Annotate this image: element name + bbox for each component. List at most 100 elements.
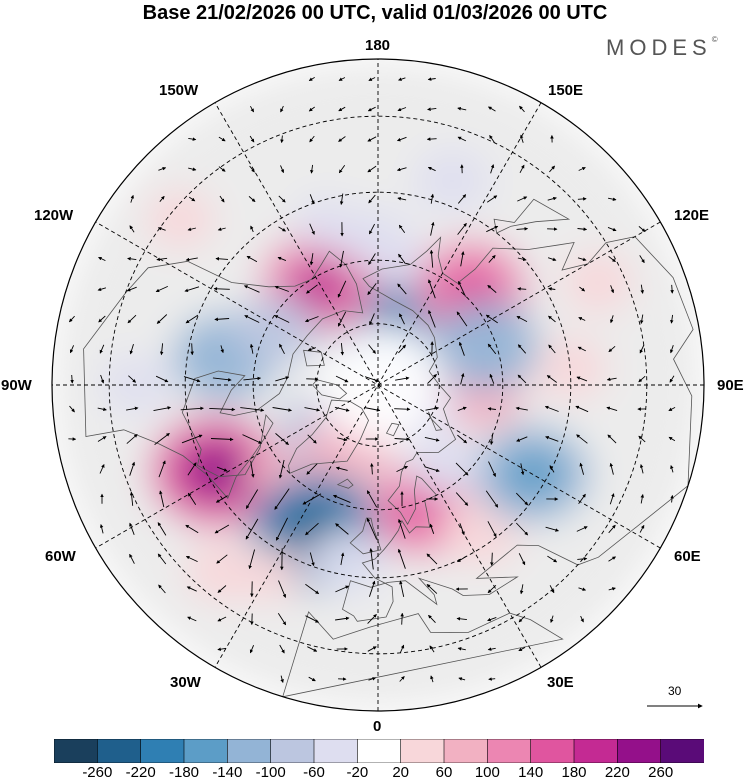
wind-arrow bbox=[396, 167, 407, 172]
wind-arrow bbox=[428, 309, 436, 328]
anomaly-blob bbox=[293, 196, 358, 252]
wind-arrow bbox=[250, 105, 254, 113]
wind-arrow bbox=[576, 434, 588, 444]
wind-arrow bbox=[340, 343, 345, 356]
wind-arrow bbox=[368, 344, 376, 354]
wind-arrow bbox=[457, 194, 467, 204]
wind-arrow bbox=[516, 316, 528, 322]
wind-arrow bbox=[159, 195, 165, 202]
wind-arrow bbox=[575, 405, 589, 413]
wind-arrow bbox=[577, 346, 587, 352]
wind-arrow bbox=[399, 313, 405, 325]
wind-arrow bbox=[97, 436, 107, 442]
wind-arrow bbox=[579, 286, 586, 292]
wind-arrow bbox=[577, 257, 587, 262]
colorbar-swatch bbox=[400, 739, 445, 763]
wind-arrow bbox=[337, 311, 347, 327]
modes-logo: MODES© bbox=[606, 35, 718, 61]
wind-arrow bbox=[639, 255, 645, 264]
wind-arrow bbox=[425, 406, 440, 411]
wind-arrow bbox=[457, 136, 467, 142]
wind-arrow bbox=[424, 436, 440, 442]
colorbar-swatch bbox=[443, 739, 489, 763]
wind-arrow bbox=[369, 313, 375, 326]
wind-arrow bbox=[544, 405, 559, 412]
wind-arrow bbox=[157, 522, 167, 536]
wind-arrow bbox=[578, 493, 586, 505]
wind-arrow bbox=[608, 197, 617, 201]
wind-arrow bbox=[243, 285, 260, 293]
wind-arrow bbox=[579, 462, 585, 475]
wind-arrow bbox=[577, 557, 588, 561]
wind-arrow bbox=[426, 137, 437, 141]
wind-arrow bbox=[338, 77, 346, 81]
wind-arrow bbox=[487, 616, 497, 622]
anomaly-blob bbox=[145, 189, 215, 249]
wind-arrow bbox=[245, 518, 259, 540]
wind-arrow bbox=[608, 345, 616, 353]
wind-arrow bbox=[580, 615, 584, 623]
wind-arrow bbox=[129, 522, 135, 535]
wind-arrow bbox=[274, 285, 289, 292]
wind-arrow bbox=[217, 227, 226, 231]
wind-arrow bbox=[367, 646, 377, 652]
wind-arrow bbox=[98, 315, 106, 323]
wind-arrow bbox=[460, 251, 465, 267]
anomaly-blob bbox=[562, 252, 634, 313]
wind-arrow bbox=[217, 616, 227, 622]
colorbar bbox=[54, 739, 704, 763]
wind-arrow bbox=[485, 314, 498, 324]
wind-arrow bbox=[398, 77, 406, 81]
wind-arrow bbox=[154, 433, 170, 445]
coastlines bbox=[83, 198, 694, 698]
wind-arrow bbox=[610, 315, 614, 324]
wind-arrow bbox=[547, 257, 557, 262]
wind-arrow bbox=[335, 523, 349, 535]
wind-arrow bbox=[669, 375, 675, 383]
wind-arrow bbox=[159, 343, 164, 356]
wind-arrow bbox=[240, 407, 265, 412]
wind-arrow bbox=[397, 283, 407, 295]
wind-arrow bbox=[368, 677, 377, 681]
wind-arrow bbox=[368, 77, 376, 81]
wind-arrow bbox=[302, 493, 322, 505]
wind-arrow bbox=[188, 167, 197, 171]
wind-arrow bbox=[487, 647, 496, 651]
wind-arrow bbox=[549, 585, 555, 594]
wind-arrow bbox=[366, 517, 378, 540]
wind-arrow bbox=[364, 376, 380, 383]
lon-label-180: 180 bbox=[365, 37, 391, 54]
coastline bbox=[493, 198, 571, 234]
wind-arrow bbox=[460, 373, 465, 385]
wind-arrow bbox=[639, 464, 644, 474]
wind-arrow bbox=[98, 256, 106, 262]
wind-arrow bbox=[576, 526, 588, 532]
wind-arrow bbox=[399, 644, 405, 653]
wind-arrow bbox=[398, 518, 406, 539]
wind-arrow bbox=[517, 196, 528, 202]
wind-arrow bbox=[308, 77, 315, 81]
wind-arrow bbox=[215, 495, 228, 503]
wind-arrow bbox=[338, 136, 346, 142]
wind-arrow bbox=[400, 612, 404, 625]
wind-arrow bbox=[279, 644, 285, 654]
wind-arrow bbox=[307, 347, 316, 352]
wind-arrow bbox=[396, 136, 407, 142]
wind-arrow bbox=[279, 343, 285, 355]
colorbar-swatch bbox=[487, 739, 532, 763]
wind-arrow bbox=[606, 406, 618, 412]
anomaly-blob bbox=[234, 295, 317, 366]
wind-arrow bbox=[184, 286, 200, 293]
wind-arrow bbox=[308, 676, 316, 682]
wind-arrow bbox=[248, 549, 256, 570]
wind-arrow bbox=[305, 615, 320, 623]
wind-arrow bbox=[272, 407, 292, 412]
wind-arrow bbox=[487, 343, 497, 355]
wind-arrow bbox=[639, 344, 645, 354]
wind-arrow bbox=[180, 406, 204, 411]
colorbar-label: 180 bbox=[561, 764, 587, 781]
wind-arrow bbox=[369, 223, 375, 235]
lon-label-120e: 120E bbox=[674, 207, 710, 224]
wind-arrow bbox=[398, 253, 406, 265]
wind-arrow bbox=[127, 257, 137, 261]
